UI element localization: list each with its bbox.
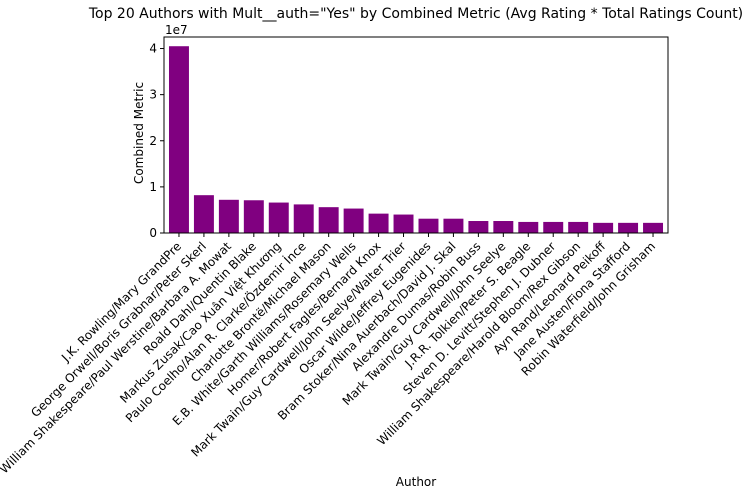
- y-tick-label: 2: [149, 134, 157, 148]
- bar: [543, 221, 564, 233]
- bar: [468, 221, 489, 233]
- bars-group: [168, 46, 664, 233]
- y-tick-label: 0: [149, 226, 157, 240]
- y-axis-scale-label: 1e7: [165, 23, 188, 37]
- bar: [193, 195, 214, 233]
- y-tick-label: 1: [149, 180, 157, 194]
- y-tick-label: 3: [149, 88, 157, 102]
- bar: [243, 200, 264, 233]
- bar: [168, 46, 189, 233]
- y-tick-label: 4: [149, 42, 157, 56]
- x-axis-label: Author: [396, 475, 436, 489]
- bar: [518, 221, 539, 233]
- bar: [368, 213, 389, 233]
- bar: [493, 221, 514, 233]
- bar: [418, 218, 439, 233]
- bar: [343, 208, 364, 233]
- plot-area-frame: [163, 36, 669, 234]
- bar: [393, 214, 414, 233]
- bar: [218, 199, 239, 233]
- y-axis-label: Combined Metric: [132, 82, 146, 184]
- bar: [568, 221, 589, 233]
- bar: [643, 222, 664, 233]
- chart-title: Top 20 Authors with Mult__auth="Yes" by …: [88, 6, 743, 22]
- bar: [443, 218, 464, 233]
- x-tick-label: George Orwell/Boris Grabnar/Peter Skerl: [28, 239, 209, 420]
- bar: [293, 204, 314, 233]
- bar: [268, 202, 289, 233]
- bar: [618, 222, 639, 233]
- bar: [318, 207, 339, 233]
- y-axis-ticks: 0 1 2 3 4: [149, 42, 164, 240]
- bar: [593, 222, 614, 233]
